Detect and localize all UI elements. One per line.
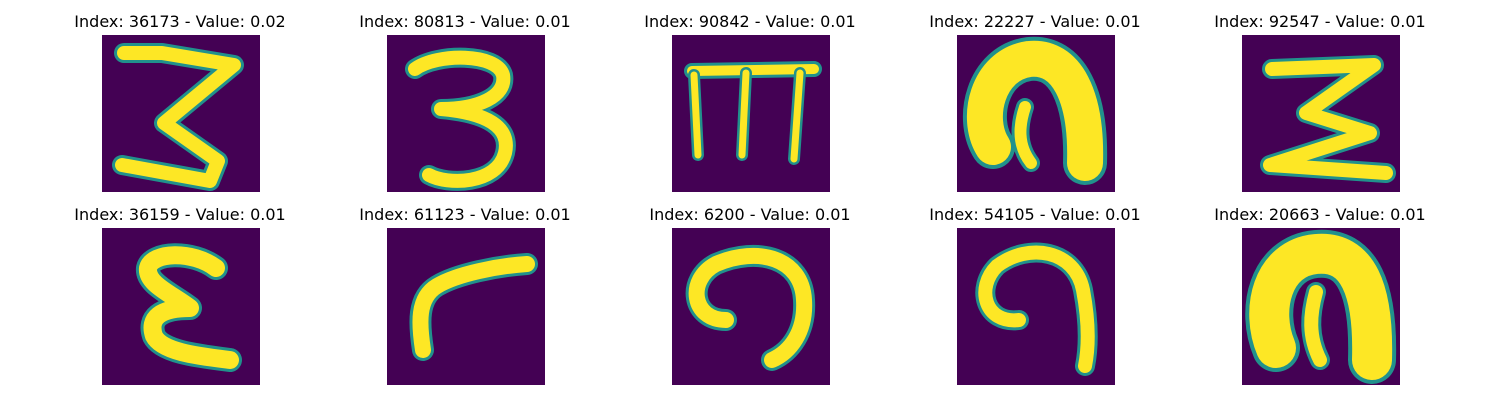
figure-image-3-like — [102, 35, 260, 192]
figure-10: Index: 20663 - Value: 0.01 — [1210, 205, 1430, 385]
figure-image-m-like — [672, 35, 830, 192]
figure-2: Index: 80813 - Value: 0.01 — [355, 12, 575, 192]
figure-image-thick-n-2 — [1242, 228, 1400, 385]
figure-4: Index: 22227 - Value: 0.01 — [925, 12, 1145, 192]
figure-title: Index: 54105 - Value: 0.01 — [929, 205, 1141, 224]
figure-9: Index: 54105 - Value: 0.01 — [925, 205, 1145, 385]
figure-title: Index: 61123 - Value: 0.01 — [359, 205, 571, 224]
figure-7: Index: 61123 - Value: 0.01 — [355, 205, 575, 385]
figure-title: Index: 6200 - Value: 0.01 — [649, 205, 851, 224]
figure-title: Index: 22227 - Value: 0.01 — [929, 12, 1141, 31]
figure-8: Index: 6200 - Value: 0.01 — [640, 205, 860, 385]
figure-image-sigma-like — [1242, 35, 1400, 192]
figure-image-3-digit — [387, 35, 545, 192]
figure-1: Index: 36173 - Value: 0.02 — [70, 12, 290, 192]
figure-image-r-like — [387, 228, 545, 385]
figure-image-n-hook — [672, 228, 830, 385]
figure-5: Index: 92547 - Value: 0.01 — [1210, 12, 1430, 192]
figure-title: Index: 90842 - Value: 0.01 — [644, 12, 856, 31]
figure-6: Index: 36159 - Value: 0.01 — [70, 205, 290, 385]
figure-image-thick-n — [957, 35, 1115, 192]
figure-image-epsilon-like — [102, 228, 260, 385]
figure-title: Index: 92547 - Value: 0.01 — [1214, 12, 1426, 31]
figure-image-n-hook-2 — [957, 228, 1115, 385]
figure-3: Index: 90842 - Value: 0.01 — [640, 12, 860, 192]
figure-title: Index: 20663 - Value: 0.01 — [1214, 205, 1426, 224]
figure-title: Index: 36173 - Value: 0.02 — [74, 12, 286, 31]
figure-title: Index: 80813 - Value: 0.01 — [359, 12, 571, 31]
figure-title: Index: 36159 - Value: 0.01 — [74, 205, 286, 224]
